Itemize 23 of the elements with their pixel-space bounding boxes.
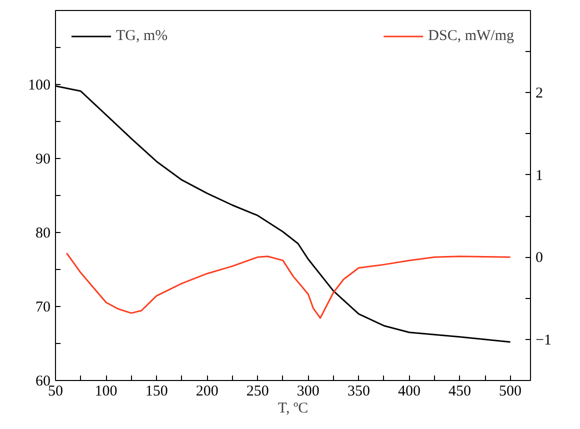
x-axis-title: T, ºC [278, 400, 308, 416]
y-tick-label: 80 [36, 226, 50, 242]
x-tick-label: 300 [296, 384, 320, 400]
y-tick-label: 60 [36, 374, 50, 390]
x-tick-label: 250 [246, 384, 269, 400]
y-tick-label: 100 [28, 78, 50, 94]
y2-tick-label: −1 [536, 332, 552, 348]
x-tick-label: 450 [448, 384, 472, 400]
y-tick-label: 70 [36, 300, 50, 316]
legend-label: TG, m% [116, 28, 168, 44]
x-tick-label: 100 [94, 384, 118, 400]
legend-label: DSC, mW/mg [428, 28, 514, 44]
x-tick-label: 400 [398, 384, 420, 400]
y2-tick-label: 0 [536, 250, 543, 266]
x-tick-label: 50 [48, 384, 63, 400]
y-tick-label: 90 [36, 152, 50, 168]
y2-tick-label: 1 [536, 168, 543, 184]
x-tick-label: 200 [196, 384, 218, 400]
x-tick-label: 350 [347, 384, 370, 400]
line-series [66, 252, 512, 319]
y2-tick-label: 2 [536, 86, 543, 102]
x-tick-label: 500 [499, 384, 522, 400]
x-tick-label: 150 [145, 384, 168, 400]
